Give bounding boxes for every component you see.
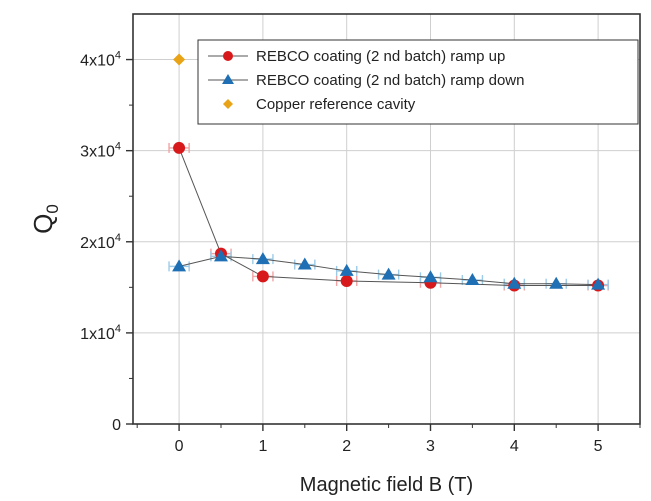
ramp-down-point bbox=[591, 277, 606, 290]
ramp-down-point bbox=[465, 273, 480, 286]
data-markers bbox=[172, 53, 606, 292]
x-tick-label: 0 bbox=[175, 438, 184, 455]
x-axis-label: Magnetic field B (T) bbox=[300, 474, 473, 496]
ramp-down-point bbox=[549, 276, 564, 289]
ramp-up-point bbox=[256, 270, 269, 283]
x-tick-label: 4 bbox=[510, 438, 519, 455]
legend-marker-ramp-down bbox=[222, 74, 234, 84]
ramp-down-point bbox=[297, 257, 312, 270]
x-tick-labels: 0 1 2 3 4 5 bbox=[175, 438, 603, 455]
x-tick-label: 5 bbox=[594, 438, 603, 455]
y-tick-label: 3x104 bbox=[80, 141, 121, 161]
ramp-up-point bbox=[173, 141, 186, 154]
y-tick-label: 2x104 bbox=[80, 232, 121, 252]
legend-label-ramp-down: REBCO coating (2 nd batch) ramp down bbox=[256, 72, 524, 89]
ramp-up-point bbox=[340, 274, 353, 287]
copper-reference-point bbox=[173, 53, 186, 66]
ramp-down-point bbox=[381, 267, 396, 280]
y-tick-labels: 0 1x104 2x104 3x104 4x104 bbox=[80, 50, 121, 434]
y-axis-label: Q0 bbox=[28, 204, 62, 234]
ramp-down-point bbox=[423, 270, 438, 283]
ramp-down-point bbox=[507, 276, 522, 289]
x-tick-label: 2 bbox=[342, 438, 351, 455]
legend-label-ramp-up: REBCO coating (2 nd batch) ramp up bbox=[256, 48, 505, 65]
legend-label-copper-reference: Copper reference cavity bbox=[256, 96, 416, 113]
legend-marker-ramp-up bbox=[223, 51, 233, 61]
y-tick-label: 4x104 bbox=[80, 50, 121, 70]
y-axis-label-main: Q bbox=[28, 214, 58, 234]
x-tick-label: 1 bbox=[258, 438, 267, 455]
y-axis-label-subscript: 0 bbox=[43, 204, 62, 213]
legend: REBCO coating (2 nd batch) ramp up REBCO … bbox=[197, 39, 639, 125]
x-tick-label: 3 bbox=[426, 438, 435, 455]
ramp-down-point bbox=[213, 249, 228, 262]
legend-marker-copper-reference bbox=[223, 99, 233, 109]
ramp-down-point bbox=[255, 252, 270, 265]
legend-box bbox=[197, 39, 639, 125]
y-tick-label: 1x104 bbox=[80, 323, 121, 343]
axis-ticks bbox=[126, 58, 641, 431]
ramp-down-point bbox=[339, 263, 354, 276]
y-tick-label: 0 bbox=[112, 417, 121, 434]
ramp-down-point bbox=[172, 259, 187, 272]
plot-frame bbox=[132, 13, 641, 425]
